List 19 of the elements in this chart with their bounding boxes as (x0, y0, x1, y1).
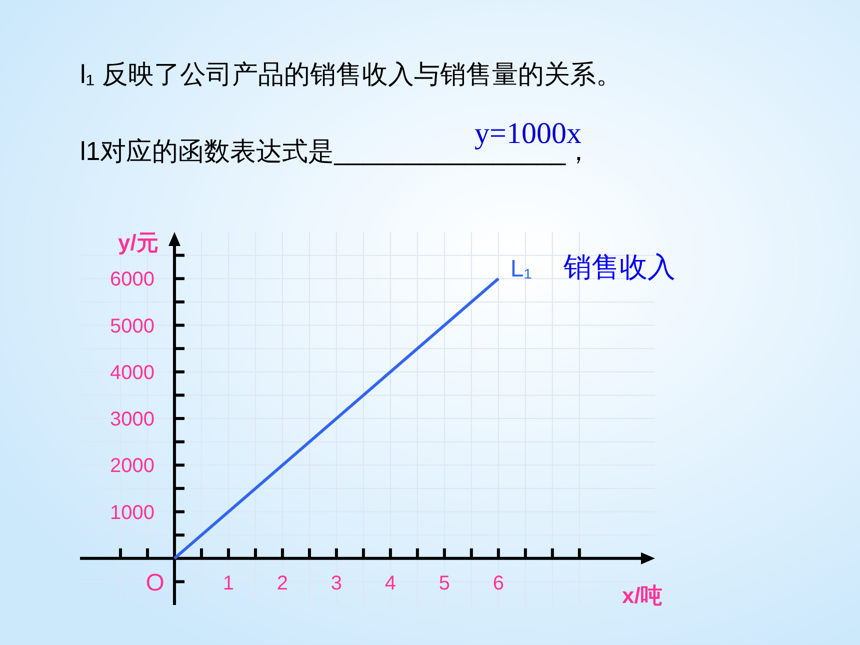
text: y=1000x (474, 117, 582, 150)
x-axis-title: x/吨 (622, 583, 662, 608)
y-axis-title: y/元 (118, 230, 158, 255)
y-tick-label: 5000 (110, 315, 154, 338)
y-tick-label: 6000 (110, 268, 154, 291)
annotation: O (146, 569, 164, 596)
x-tick-label: 3 (330, 572, 342, 594)
x-tick-label: 6 (492, 572, 504, 594)
y-tick-label: 4000 (110, 362, 154, 384)
y-tick-label: 2000 (110, 455, 154, 478)
y-tick-label: 1000 (110, 502, 154, 524)
x-tick-label: 5 (438, 572, 450, 594)
x-tick-label: 4 (384, 572, 396, 594)
x-tick-label: 2 (276, 572, 288, 594)
x-tick-label: 1 (222, 572, 234, 594)
series-label: L₁ (510, 256, 532, 283)
y-tick-label: 3000 (110, 408, 154, 430)
annotation: 销售收入 (562, 252, 676, 283)
chart-title: l₁ 反映了公司产品的销售收入与销售量的关系。 (80, 59, 622, 89)
